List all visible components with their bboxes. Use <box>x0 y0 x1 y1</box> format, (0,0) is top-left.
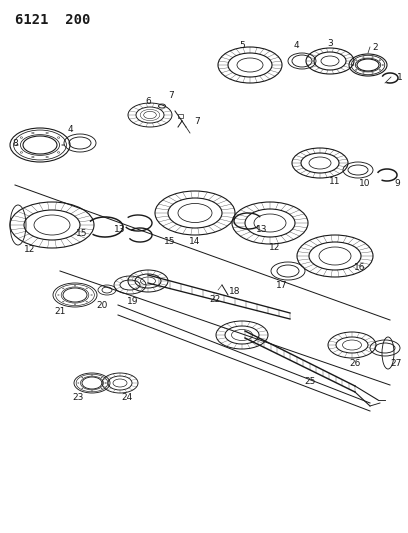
Text: 1: 1 <box>397 72 403 82</box>
Text: 3: 3 <box>327 38 333 47</box>
Text: 19: 19 <box>127 296 139 305</box>
Text: 9: 9 <box>394 179 400 188</box>
Text: 10: 10 <box>359 179 371 188</box>
Text: 4: 4 <box>67 125 73 134</box>
Text: 13: 13 <box>256 225 268 235</box>
Text: 18: 18 <box>229 287 241 295</box>
Text: 2: 2 <box>372 43 378 52</box>
Text: 24: 24 <box>121 392 133 401</box>
Text: 15: 15 <box>76 229 88 238</box>
Text: 11: 11 <box>329 176 341 185</box>
Text: 13: 13 <box>114 224 126 233</box>
Text: 14: 14 <box>189 237 201 246</box>
Text: 6: 6 <box>145 96 151 106</box>
Text: 6121  200: 6121 200 <box>15 13 91 27</box>
Text: 7: 7 <box>168 92 174 101</box>
Text: 16: 16 <box>354 263 366 272</box>
Text: 26: 26 <box>349 359 361 367</box>
Text: 15: 15 <box>164 237 176 246</box>
Text: 12: 12 <box>269 244 281 253</box>
Text: 8: 8 <box>12 139 18 148</box>
Text: 27: 27 <box>390 359 402 367</box>
Text: 21: 21 <box>54 306 66 316</box>
Text: 22: 22 <box>209 295 221 304</box>
Text: 12: 12 <box>24 246 35 254</box>
Text: 17: 17 <box>276 280 288 289</box>
Text: 5: 5 <box>239 41 245 50</box>
Text: 20: 20 <box>96 301 108 310</box>
Text: 23: 23 <box>72 392 84 401</box>
Text: 4: 4 <box>293 42 299 51</box>
Text: 25: 25 <box>304 376 316 385</box>
Text: 7: 7 <box>194 117 200 125</box>
